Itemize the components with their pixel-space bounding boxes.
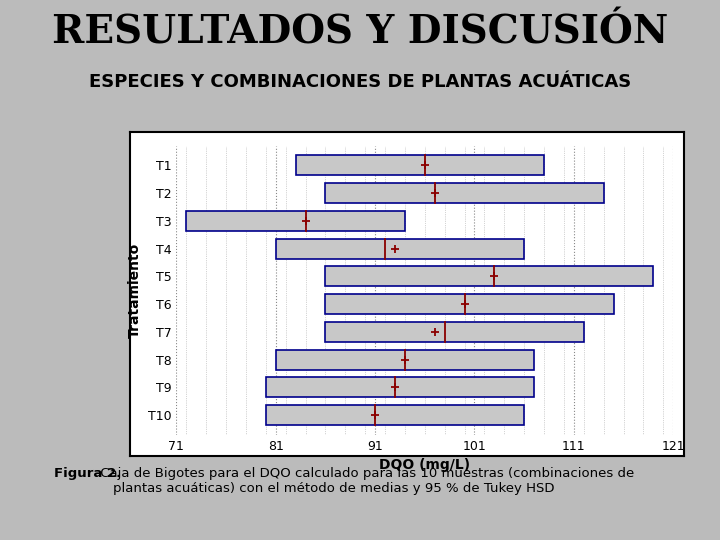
- FancyBboxPatch shape: [325, 183, 603, 203]
- X-axis label: DQO (mg/L): DQO (mg/L): [379, 458, 470, 472]
- FancyBboxPatch shape: [325, 294, 613, 314]
- FancyBboxPatch shape: [276, 350, 534, 370]
- FancyBboxPatch shape: [186, 211, 405, 231]
- Text: Caja de Bigotes para el DQO calculado para las 10 muestras (combinaciones de
   : Caja de Bigotes para el DQO calculado pa…: [96, 467, 634, 495]
- Y-axis label: Tratamiento: Tratamiento: [128, 242, 143, 338]
- Text: RESULTADOS Y DISCUSIÓN: RESULTADOS Y DISCUSIÓN: [52, 14, 668, 51]
- FancyBboxPatch shape: [296, 155, 544, 176]
- Text: Figura 2.: Figura 2.: [54, 467, 121, 480]
- FancyBboxPatch shape: [276, 239, 524, 259]
- FancyBboxPatch shape: [266, 405, 524, 426]
- FancyBboxPatch shape: [325, 266, 653, 286]
- FancyBboxPatch shape: [266, 377, 534, 397]
- FancyBboxPatch shape: [325, 322, 584, 342]
- Text: ESPECIES Y COMBINACIONES DE PLANTAS ACUÁTICAS: ESPECIES Y COMBINACIONES DE PLANTAS ACUÁ…: [89, 73, 631, 91]
